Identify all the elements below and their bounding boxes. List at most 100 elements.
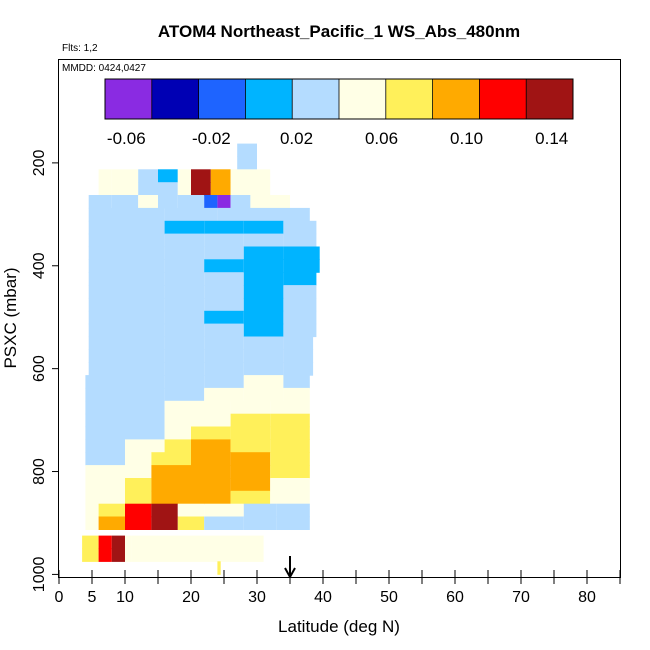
heatmap-cell [125, 375, 165, 389]
heatmap-cell [276, 516, 310, 530]
heatmap-cell [125, 452, 152, 466]
heatmap-cell [85, 439, 125, 453]
heatmap-cell [230, 413, 271, 428]
heatmap-cell [125, 548, 132, 562]
heatmap-cell [283, 387, 310, 402]
heatmap-cell [204, 375, 244, 389]
heatmap-cell [125, 285, 165, 299]
heatmap-cell [88, 362, 125, 376]
heatmap-cell [204, 310, 244, 325]
heatmap-cell [125, 259, 165, 273]
colorbar-swatch [105, 79, 153, 119]
heatmap-cell [125, 233, 165, 248]
colorbar-swatch [292, 79, 340, 119]
x-tick-label: 70 [512, 589, 530, 606]
plot-area [58, 59, 621, 578]
heatmap-cell [283, 362, 314, 376]
heatmap-cell [164, 336, 205, 350]
heatmap-cell [191, 478, 231, 492]
heatmap-cell [125, 413, 165, 428]
heatmap-cell [204, 297, 244, 312]
heatmap-cell [283, 375, 310, 389]
heatmap-cell [243, 349, 284, 363]
heatmap-cell [158, 182, 178, 196]
heatmap-cell [230, 478, 271, 492]
heatmap-cell [111, 535, 125, 550]
heatmap-cell [283, 349, 314, 363]
heatmap-cell [204, 387, 244, 402]
x-axis: 0 5 10 20 30 40 50 60 70 80 [55, 570, 621, 606]
heatmap-cell [85, 375, 125, 389]
heatmap-cell [88, 246, 125, 260]
heatmap-cell [88, 259, 125, 273]
heatmap-cell [177, 516, 205, 530]
heatmap-cell [230, 465, 271, 479]
heatmap-cell [125, 490, 152, 505]
heatmap-cell [210, 182, 231, 196]
heatmap-cell [210, 169, 231, 183]
heatmap-cell [125, 465, 152, 479]
heatmap-cell [230, 400, 271, 415]
heatmap-cell [131, 535, 264, 550]
colorbar-swatch [198, 79, 246, 119]
heatmap-cell [164, 400, 191, 415]
heatmap-cell [270, 490, 310, 505]
colorbar-tick-label: 0.14 [535, 129, 568, 148]
heatmap-cell [243, 336, 284, 350]
colorbar-frame [104, 78, 574, 120]
heatmap-cell [204, 336, 244, 350]
heatmap-cell [125, 516, 152, 530]
heatmap-cell [164, 207, 191, 222]
heatmap-cell [164, 246, 205, 260]
heatmap-cell [243, 503, 277, 518]
heatmap-cell [250, 195, 290, 209]
heatmap-cell [98, 516, 125, 530]
heatmap-cell [164, 233, 205, 248]
heatmap-cell [283, 272, 317, 286]
heatmap-cell [204, 349, 244, 363]
x-tick-label: 5 [88, 589, 97, 606]
heatmap-cell [230, 182, 257, 196]
heatmap-cell [164, 387, 205, 402]
heatmap-cell [270, 413, 310, 428]
heatmap-cell [177, 169, 191, 183]
heatmap-cell [283, 323, 317, 338]
heatmap-cell [243, 272, 284, 286]
colorbar-swatch [526, 79, 574, 119]
heatmap-cell [243, 387, 284, 402]
heatmap-cell [151, 452, 191, 466]
heatmap-cell [243, 362, 284, 376]
colorbar: -0.06 -0.02 0.02 0.06 0.10 0.14 [104, 78, 574, 148]
heatmap-cell [243, 220, 284, 235]
heatmap-cell [82, 535, 99, 550]
x-tick-label: 50 [380, 589, 398, 606]
heatmap-cell [98, 182, 112, 196]
heatmap-cell [230, 169, 257, 183]
heatmap-cell [164, 310, 205, 325]
heatmap-cell [191, 426, 231, 440]
heatmap-cell [237, 156, 257, 170]
heatmap-cell [230, 426, 271, 440]
heatmap-cell [125, 503, 152, 518]
heatmap-cell [85, 516, 99, 530]
heatmap-cell [88, 336, 125, 350]
heatmap-cell [131, 548, 264, 562]
heatmap-cell [111, 169, 139, 183]
heatmap-cell [88, 207, 125, 222]
heatmap-cell [204, 220, 244, 235]
heatmap-cell [243, 375, 284, 389]
heatmap-cell [243, 310, 284, 325]
heatmap-cell [164, 285, 205, 299]
heatmap-cell [85, 426, 125, 440]
heatmap-cell [204, 503, 244, 518]
y-tick-label: 800 [31, 458, 48, 485]
x-tick-label: 10 [116, 589, 134, 606]
flights-note: Flts: 1,2 [62, 43, 98, 54]
heatmap-cell [125, 272, 165, 286]
heatmap-cell [204, 362, 244, 376]
heatmap-cell [276, 503, 310, 518]
heatmap-cell [204, 246, 244, 260]
heatmap-cell [204, 323, 244, 338]
heatmap-cell [158, 195, 178, 209]
